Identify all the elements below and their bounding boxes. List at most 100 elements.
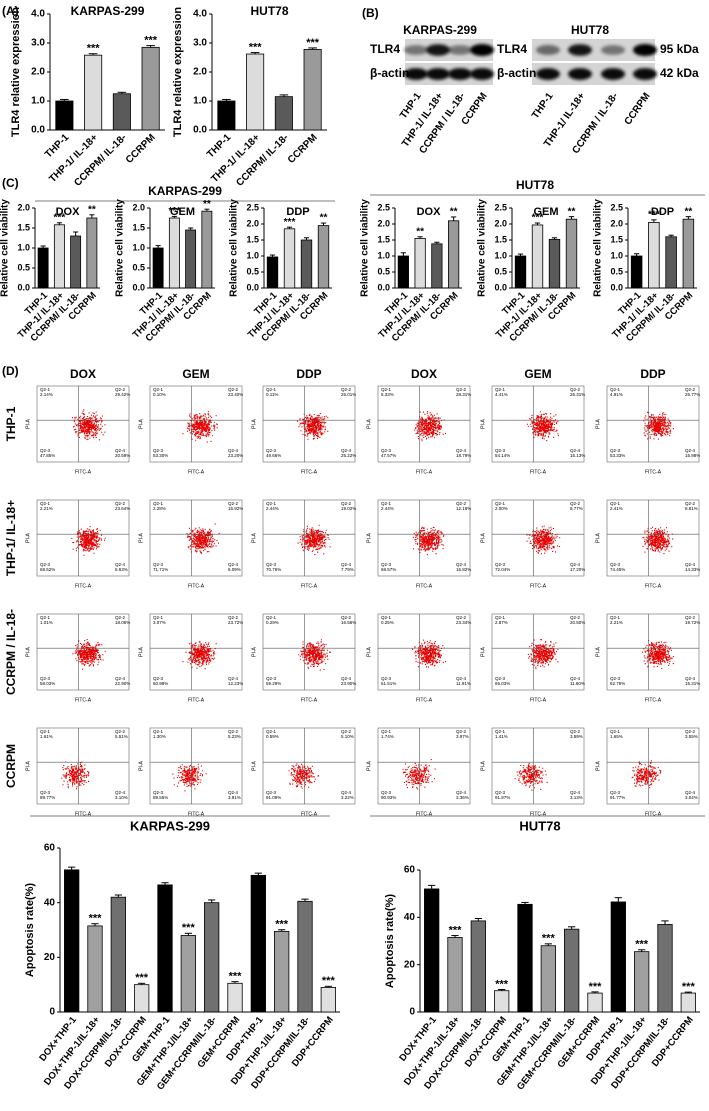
- blot-band: [568, 68, 592, 80]
- significance: ***: [169, 206, 181, 217]
- y-tick-label: 1.0: [193, 96, 207, 107]
- quadrant-name: Q2-3: [381, 790, 392, 795]
- axis-label: PI-A: [138, 646, 144, 656]
- quadrant-name: Q2-1: [266, 615, 277, 620]
- quadrant-name: Q2-4: [341, 790, 352, 795]
- quadrant-percent: 17.20%: [570, 567, 585, 572]
- quadrant-name: Q2-1: [153, 729, 164, 734]
- quadrant-percent: 7.79%: [341, 567, 354, 572]
- bar: [517, 903, 533, 1013]
- quadrant-name: Q2-2: [228, 615, 239, 620]
- quadrant-percent: 90.93%: [381, 795, 396, 800]
- quadrant-name: Q2-4: [115, 676, 126, 681]
- quadrant-name: Q2-1: [610, 729, 621, 734]
- quadrant-name: Q2-4: [115, 790, 126, 795]
- column-title: DDP: [296, 367, 321, 381]
- flow-plot: Q2-11.61% Q2-25.51% Q2-389.77% Q2-43.10% FIT…: [25, 727, 130, 817]
- axis-label: PI-A: [251, 532, 257, 542]
- significance: ***: [87, 43, 101, 55]
- column-title: GEM: [524, 367, 551, 381]
- quadrant-name: Q2-2: [115, 501, 126, 506]
- quadrant-name: Q2-3: [40, 448, 51, 453]
- cell-line-label: HUT78: [571, 23, 609, 37]
- y-tick-label: 1.5: [377, 234, 390, 244]
- significance: **: [320, 213, 328, 224]
- panel-label: (B): [362, 6, 379, 20]
- bar: [648, 221, 660, 289]
- quadrant-percent: 25.22%: [341, 453, 356, 458]
- quadrant-percent: 2.87%: [495, 620, 508, 625]
- axis-label: FITC-A: [188, 469, 205, 475]
- quadrant-percent: 72.04%: [495, 567, 510, 572]
- y-tick-label: 1.5: [132, 222, 145, 232]
- bar: [548, 238, 561, 289]
- quadrant-percent: 61.51%: [381, 681, 396, 686]
- quadrant-percent: 1.61%: [40, 734, 53, 739]
- quadrant-percent: 23.20%: [228, 453, 243, 458]
- y-tick-label: 1.0: [610, 250, 623, 260]
- blot-band: [404, 68, 428, 80]
- bar: [397, 255, 409, 289]
- bar: [204, 902, 220, 1013]
- y-tick-label: 0.0: [377, 282, 390, 292]
- bar: [634, 951, 650, 1013]
- flow-plot: Q2-12.00% Q2-28.77% Q2-372.04% Q2-417.20% FI…: [480, 499, 585, 589]
- column-title: GEM: [182, 367, 209, 381]
- quadrant-percent: 18.79%: [456, 453, 471, 458]
- axis-label: FITC-A: [416, 811, 433, 817]
- y-tick-label: 0.0: [494, 282, 507, 292]
- quadrant-name: Q2-1: [610, 387, 621, 392]
- quadrant-name: Q2-1: [381, 387, 392, 392]
- significance: ***: [306, 37, 320, 49]
- y-tick-label: 2.0: [17, 202, 30, 212]
- quadrant-name: Q2-2: [685, 729, 696, 734]
- plot-frame: [149, 727, 243, 805]
- lane-label: THP-1: [530, 91, 556, 121]
- significance: **: [450, 207, 458, 218]
- axis-label: PI-A: [366, 418, 372, 428]
- quadrant-name: Q2-2: [341, 615, 352, 620]
- quadrant-name: Q2-1: [153, 387, 164, 392]
- row-label: THP-1/ IL-18+: [4, 500, 18, 576]
- quadrant-percent: 89.77%: [40, 795, 55, 800]
- quadrant-name: Q2-4: [341, 562, 352, 567]
- quadrant-name: Q2-1: [495, 729, 506, 734]
- flow-plot: Q2-10.10% Q2-223.40% Q2-353.30% Q2-423.20% F…: [138, 385, 243, 475]
- axis-label: PI-A: [480, 532, 486, 542]
- quadrant-percent: 2.44%: [266, 506, 279, 511]
- bar: [431, 243, 443, 289]
- y-tick-label: 0.5: [377, 266, 390, 276]
- axis-label: FITC-A: [645, 583, 662, 589]
- blot-band: [601, 68, 625, 80]
- bar: [217, 100, 236, 131]
- quadrant-percent: 25.77%: [685, 392, 700, 397]
- y-tick-label: 1.0: [377, 250, 390, 260]
- event-dots: [631, 760, 662, 789]
- bar: [657, 924, 673, 1013]
- quadrant-name: Q2-4: [570, 790, 581, 795]
- y-tick-label: 1.0: [246, 250, 259, 260]
- axis-label: FITC-A: [301, 583, 318, 589]
- quadrant-percent: 3.91%: [228, 795, 241, 800]
- axis-label: PI-A: [251, 760, 257, 770]
- chart-title: HUT78: [250, 4, 288, 18]
- quadrant-percent: 29.42%: [115, 392, 130, 397]
- blot-band: [404, 45, 428, 55]
- significance: ***: [532, 213, 544, 224]
- y-tick-label: 0.0: [610, 282, 623, 292]
- flow-plot: Q2-15.33% Q2-228.31% Q2-347.57% Q2-418.79% F…: [366, 385, 471, 475]
- quadrant-name: Q2-1: [381, 615, 392, 620]
- quadrant-percent: 91.87%: [495, 795, 510, 800]
- quadrant-percent: 53.30%: [153, 453, 168, 458]
- bar: [514, 255, 527, 289]
- quadrant-name: Q2-3: [381, 448, 392, 453]
- bar: [64, 869, 80, 1013]
- quadrant-percent: 4.41%: [495, 392, 508, 397]
- quadrant-name: Q2-1: [40, 615, 51, 620]
- quadrant-name: Q2-1: [495, 387, 506, 392]
- quadrant-percent: 14.33%: [685, 567, 700, 572]
- quadrant-percent: 5.63%: [115, 567, 128, 572]
- y-tick-label: 0.0: [193, 125, 207, 136]
- quadrant-percent: 23.34%: [456, 620, 471, 625]
- bar: [682, 218, 695, 289]
